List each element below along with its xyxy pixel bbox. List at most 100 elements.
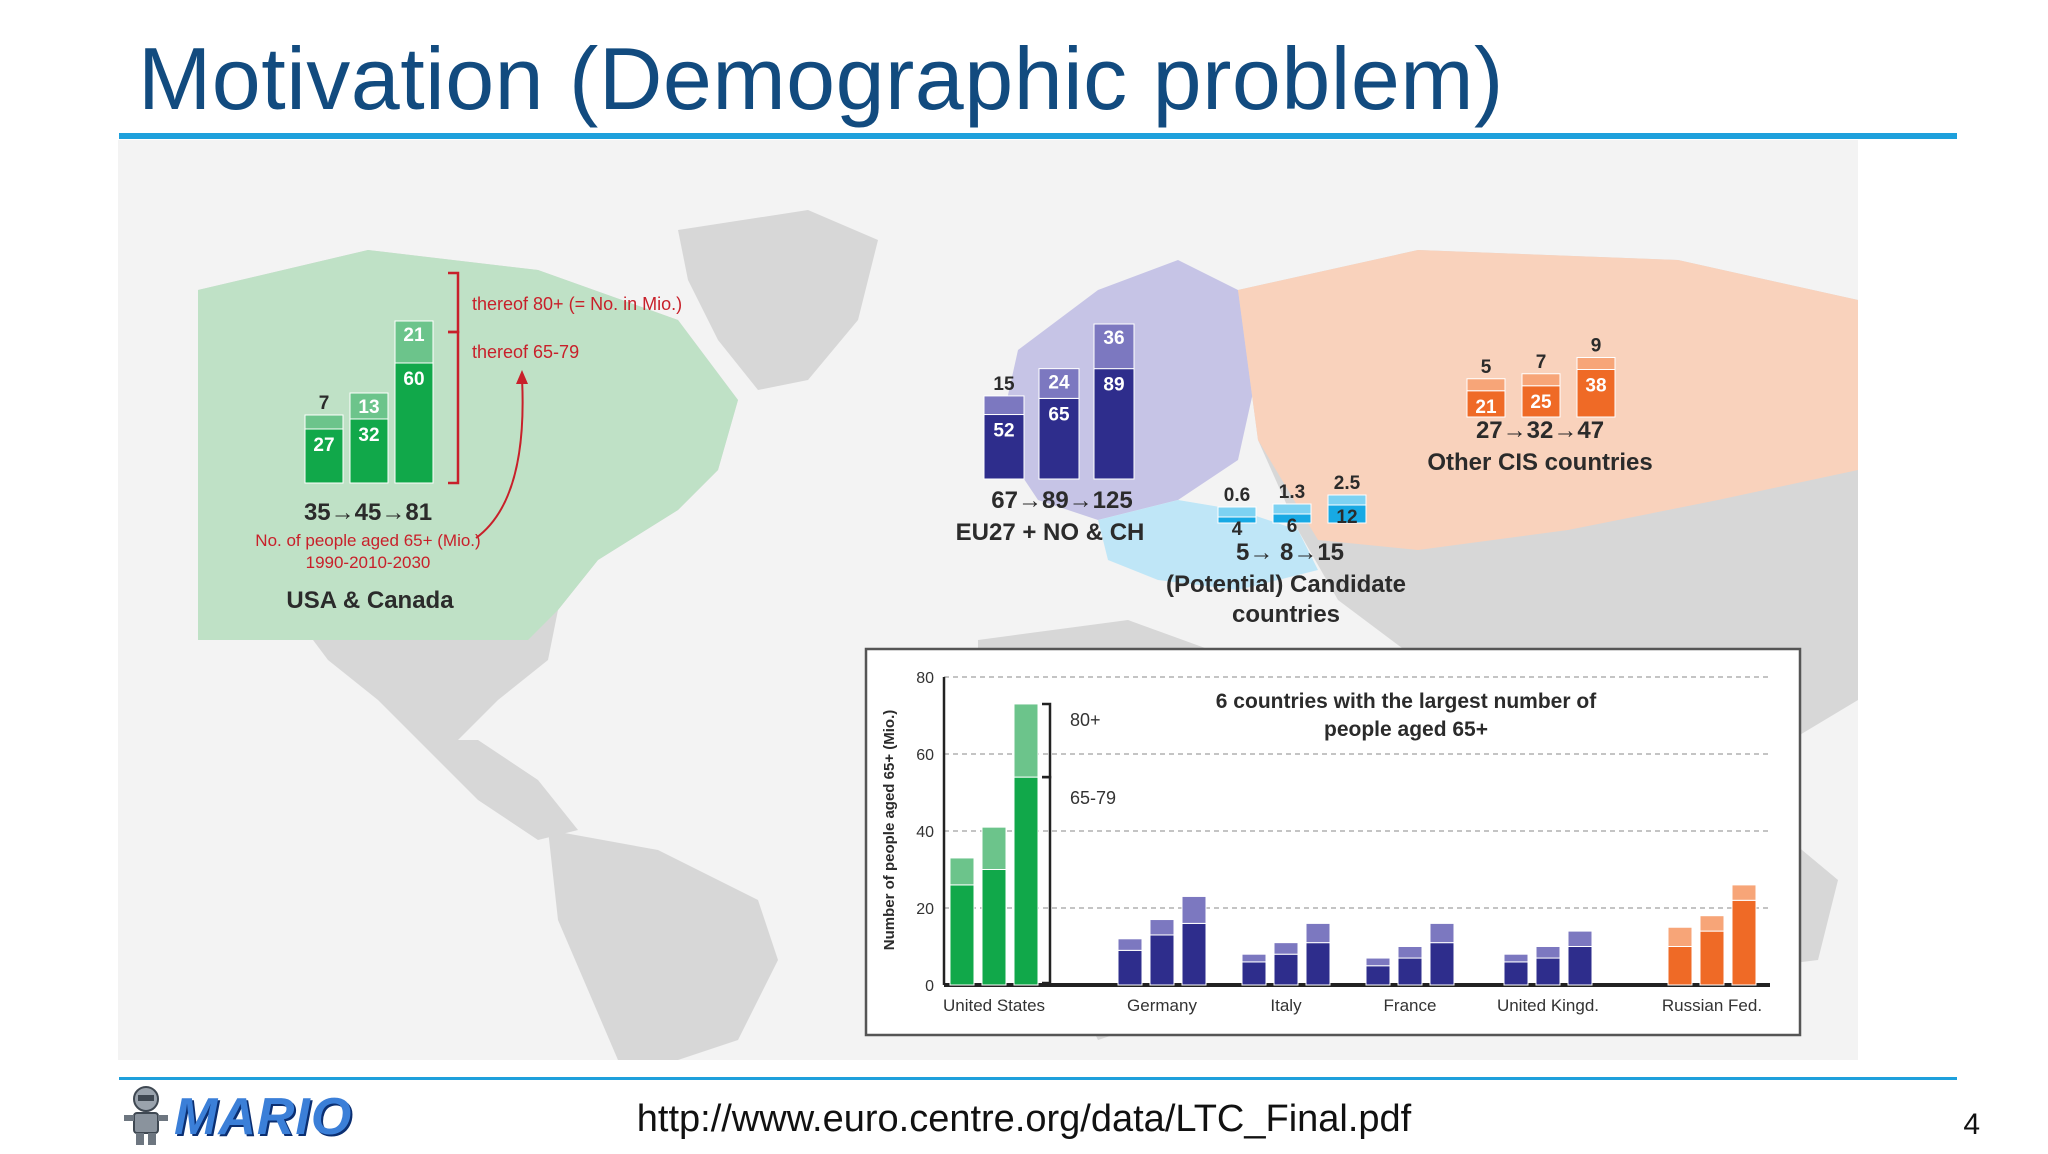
cand-value-80plus: 2.5 [1334, 473, 1361, 494]
cis-value-80plus: 7 [1536, 352, 1547, 373]
inset-bar-80plus [1667, 926, 1693, 947]
cand-value-6579: 4 [1232, 519, 1243, 540]
cand-bar-80plus [1327, 494, 1367, 506]
na-bar-80plus [304, 414, 344, 430]
inset-bar-6579 [981, 869, 1007, 986]
na-note-line1: No. of people aged 65+ (Mio.) [255, 531, 480, 550]
na-bracket-6579 [448, 330, 460, 485]
na-region-label: USA & Canada [286, 587, 454, 614]
cis-totals: 27→32→47 [1476, 417, 1604, 444]
inset-label-80plus: 80+ [1070, 710, 1101, 730]
source-url[interactable]: http://www.euro.centre.org/data/LTC_Fina… [636, 1098, 1412, 1140]
eu-bar-6579 [1038, 397, 1080, 480]
inset-y-tick-label: 80 [916, 670, 934, 687]
cand-value-80plus: 1.3 [1279, 482, 1305, 503]
eu-value-80plus: 15 [993, 374, 1015, 395]
inset-y-tick-label: 60 [916, 747, 934, 764]
na-legend-6579: thereof 65-79 [472, 342, 579, 362]
inset-x-tick-label: France [1384, 996, 1437, 1015]
inset-x-tick-label: Russian Fed. [1662, 996, 1762, 1015]
cis-bar-80plus [1466, 378, 1506, 392]
map-greenland [678, 210, 878, 390]
inset-bar-80plus [1535, 946, 1561, 959]
eu-bar-6579 [983, 414, 1025, 480]
cis-value-6579: 38 [1585, 376, 1606, 397]
inset-bar-6579 [1397, 957, 1423, 986]
inset-bar-6579 [1429, 942, 1455, 986]
cand-bar-80plus [1272, 503, 1312, 515]
na-bar-6579 [394, 362, 434, 484]
cand-region-label-line2: countries [1232, 601, 1340, 628]
na-value-80plus: 21 [403, 325, 425, 346]
inset-bar-6579 [1181, 922, 1207, 986]
inset-x-tick-label: United Kingd. [1497, 996, 1599, 1015]
slide-title: Motivation (Demographic problem) [138, 29, 1504, 128]
cis-value-80plus: 9 [1591, 336, 1602, 357]
inset-bar-6579 [1013, 776, 1039, 986]
inset-bar-6579 [1365, 965, 1391, 986]
inset-bar-80plus [1305, 922, 1331, 944]
na-bar-80plus [349, 392, 389, 420]
inset-bar-6579 [1503, 961, 1529, 986]
map-region-usa-canada [198, 250, 738, 640]
eu-value-6579: 65 [1048, 404, 1070, 425]
na-bar-6579 [304, 428, 344, 484]
mario-logo: MARIO [118, 1083, 378, 1149]
inset-x-tick-label: Germany [1127, 996, 1197, 1015]
na-value-6579: 32 [358, 425, 379, 446]
footer-rule [119, 1077, 1957, 1080]
inset-bar-80plus [1181, 895, 1207, 924]
cis-bar-80plus [1521, 373, 1561, 387]
eu-value-6579: 89 [1103, 375, 1124, 396]
inset-bar-80plus [1429, 922, 1455, 944]
inset-bar-6579 [949, 884, 975, 986]
inset-bar-80plus [1397, 946, 1423, 959]
na-arrow-head [516, 370, 528, 384]
inset-bar-80plus [1241, 953, 1267, 963]
cis-value-80plus: 5 [1481, 357, 1492, 378]
inset-bracket-6579 [1042, 775, 1052, 985]
inset-bar-6579 [1567, 946, 1593, 986]
cand-value-80plus: 0.6 [1224, 485, 1250, 506]
inset-bar-6579 [1667, 946, 1693, 986]
inset-bar-80plus [1503, 953, 1529, 963]
inset-bar-80plus [1365, 957, 1391, 967]
page-number: 4 [1963, 1108, 1980, 1141]
inset-x-tick-label: United States [943, 996, 1045, 1015]
cis-bar-6579 [1466, 390, 1506, 418]
cand-value-6579: 12 [1336, 507, 1357, 528]
na-value-6579: 27 [313, 435, 334, 456]
inset-y-axis-label: Number of people aged 65+ (Mio.) [881, 710, 898, 950]
na-value-6579: 60 [403, 369, 424, 390]
na-totals: 35→45→81 [304, 499, 432, 526]
eu-bar-80plus [983, 395, 1025, 416]
bars-layer: 27 7 32 13 60 21 52 15 65 24 89 36 4 0.6 6 1.3 12 2.5 21 5 2… [304, 320, 1770, 1015]
world-map-figure: thereof 80+ (= No. in Mio.) thereof 65-7… [118, 140, 1858, 1060]
inset-bar-80plus [1013, 703, 1039, 778]
robot-icon [124, 1086, 168, 1145]
inset-bar-80plus [949, 857, 975, 886]
cand-value-6579: 6 [1287, 516, 1298, 537]
eu-region-label: EU27 + NO & CH [956, 519, 1145, 546]
inset-bar-80plus [1117, 938, 1143, 951]
eu-bar-6579 [1093, 368, 1135, 480]
map-region-candidates [1098, 500, 1318, 590]
eu-value-80plus: 36 [1103, 328, 1124, 349]
eu-bar-80plus [1093, 323, 1135, 370]
eu-value-6579: 52 [993, 421, 1014, 442]
logo-text: MARIO [174, 1088, 353, 1146]
na-value-80plus: 7 [319, 393, 330, 414]
na-bar-80plus [394, 320, 434, 364]
inset-bar-6579 [1273, 953, 1299, 986]
inset-title-line2: people aged 65+ [1324, 718, 1488, 741]
cis-region-label: Other CIS countries [1427, 449, 1652, 476]
inset-bar-80plus [1567, 930, 1593, 947]
map-central-america [418, 740, 578, 840]
na-annotations: thereof 80+ (= No. in Mio.) thereof 65-7… [448, 271, 682, 539]
inset-bar-6579 [1241, 961, 1267, 986]
inset-y-tick-label: 20 [916, 901, 934, 918]
map-south-america [548, 830, 778, 1060]
inset-bar-80plus [1273, 942, 1299, 955]
title-underline [119, 133, 1957, 139]
inset-label-6579: 65-79 [1070, 788, 1116, 808]
